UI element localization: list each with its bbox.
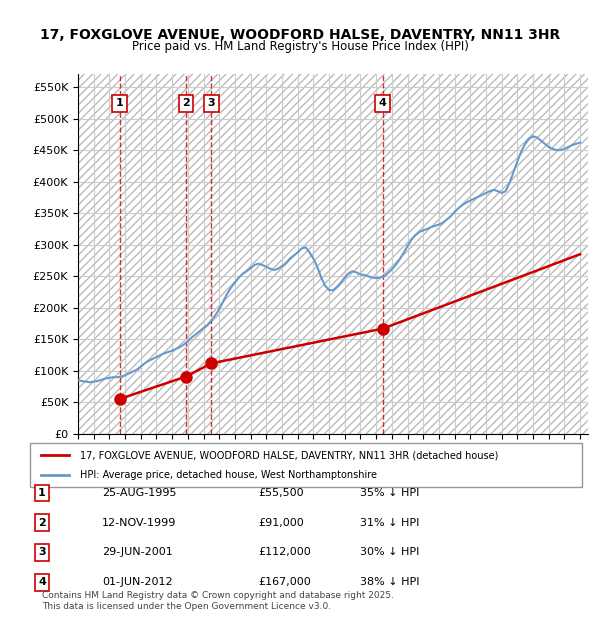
Text: 1: 1: [116, 98, 124, 108]
Text: 3: 3: [38, 547, 46, 557]
Text: 17, FOXGLOVE AVENUE, WOODFORD HALSE, DAVENTRY, NN11 3HR: 17, FOXGLOVE AVENUE, WOODFORD HALSE, DAV…: [40, 28, 560, 42]
Text: 2: 2: [182, 98, 190, 108]
Text: 29-JUN-2001: 29-JUN-2001: [102, 547, 173, 557]
Text: 12-NOV-1999: 12-NOV-1999: [102, 518, 176, 528]
Text: 25-AUG-1995: 25-AUG-1995: [102, 488, 176, 498]
FancyBboxPatch shape: [30, 443, 582, 487]
Text: Contains HM Land Registry data © Crown copyright and database right 2025.
This d: Contains HM Land Registry data © Crown c…: [42, 591, 394, 611]
Text: 38% ↓ HPI: 38% ↓ HPI: [360, 577, 419, 587]
Text: 35% ↓ HPI: 35% ↓ HPI: [360, 488, 419, 498]
Text: £112,000: £112,000: [258, 547, 311, 557]
Text: 4: 4: [38, 577, 46, 587]
Text: 17, FOXGLOVE AVENUE, WOODFORD HALSE, DAVENTRY, NN11 3HR (detached house): 17, FOXGLOVE AVENUE, WOODFORD HALSE, DAV…: [80, 451, 498, 461]
Text: 4: 4: [379, 98, 386, 108]
Text: 01-JUN-2012: 01-JUN-2012: [102, 577, 173, 587]
Text: £167,000: £167,000: [258, 577, 311, 587]
Text: Price paid vs. HM Land Registry's House Price Index (HPI): Price paid vs. HM Land Registry's House …: [131, 40, 469, 53]
Text: 1: 1: [38, 488, 46, 498]
Text: 3: 3: [208, 98, 215, 108]
Text: 31% ↓ HPI: 31% ↓ HPI: [360, 518, 419, 528]
Text: HPI: Average price, detached house, West Northamptonshire: HPI: Average price, detached house, West…: [80, 469, 377, 479]
Text: 2: 2: [38, 518, 46, 528]
Text: £91,000: £91,000: [258, 518, 304, 528]
Text: £55,500: £55,500: [258, 488, 304, 498]
Text: 30% ↓ HPI: 30% ↓ HPI: [360, 547, 419, 557]
